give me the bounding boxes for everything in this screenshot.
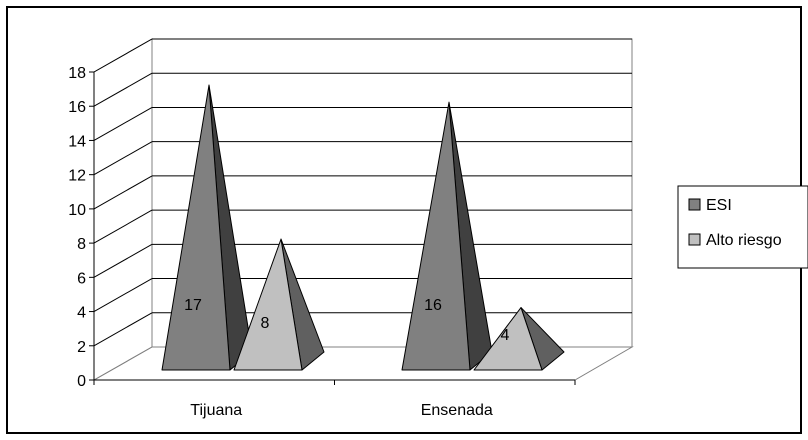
category-labels: Tijuana Ensenada — [190, 402, 493, 419]
y-tick-label: 10 — [68, 202, 86, 219]
y-tick-label: 4 — [77, 305, 86, 322]
pyramid-bar: 16 — [401, 101, 493, 371]
gridline-side — [93, 38, 153, 73]
gridline-side — [93, 312, 153, 347]
legend-label: ESI — [706, 197, 732, 214]
pyramid-front-face — [473, 307, 543, 371]
data-label: 4 — [501, 327, 510, 344]
pyramid-front-face — [233, 238, 303, 371]
y-tick-label: 6 — [77, 270, 86, 287]
pyramid-front-face — [161, 84, 231, 371]
pyramid-front-face — [401, 101, 471, 371]
gridline-side — [93, 141, 153, 176]
category-label: Tijuana — [190, 402, 242, 419]
pyramid-bar: 17 — [161, 84, 253, 371]
y-tick-label: 16 — [68, 99, 86, 116]
y-tick-label: 8 — [77, 236, 86, 253]
legend-swatch — [688, 198, 701, 211]
y-tick-label: 0 — [77, 373, 86, 390]
legend-swatch — [688, 233, 701, 246]
y-tick-labels: 0 2 4 6 8 10 12 14 16 18 — [68, 65, 86, 390]
gridline-side — [93, 107, 153, 141]
gridline-side — [93, 209, 153, 244]
legend: ESI Alto riesgo — [677, 185, 808, 269]
gridline-side — [93, 175, 153, 210]
category-label: Ensenada — [421, 402, 493, 419]
y-tick-label: 14 — [68, 133, 86, 150]
pyramid-bar: 4 — [473, 307, 565, 371]
legend-box — [677, 185, 808, 269]
gridline-side — [93, 278, 153, 312]
pyramid-bars: 17 16 8 4 — [161, 84, 565, 371]
data-label: 17 — [184, 297, 202, 314]
data-label: 16 — [424, 297, 442, 314]
pyramid-bar: 8 — [233, 238, 325, 371]
y-tick-label: 12 — [68, 168, 86, 185]
y-tick-label: 2 — [77, 339, 86, 356]
gridline-side — [93, 72, 153, 107]
legend-label: Alto riesgo — [706, 232, 782, 249]
gridline-side — [93, 243, 153, 278]
axes — [89, 71, 576, 385]
data-label: 8 — [261, 315, 270, 332]
y-tick-label: 18 — [68, 65, 86, 82]
